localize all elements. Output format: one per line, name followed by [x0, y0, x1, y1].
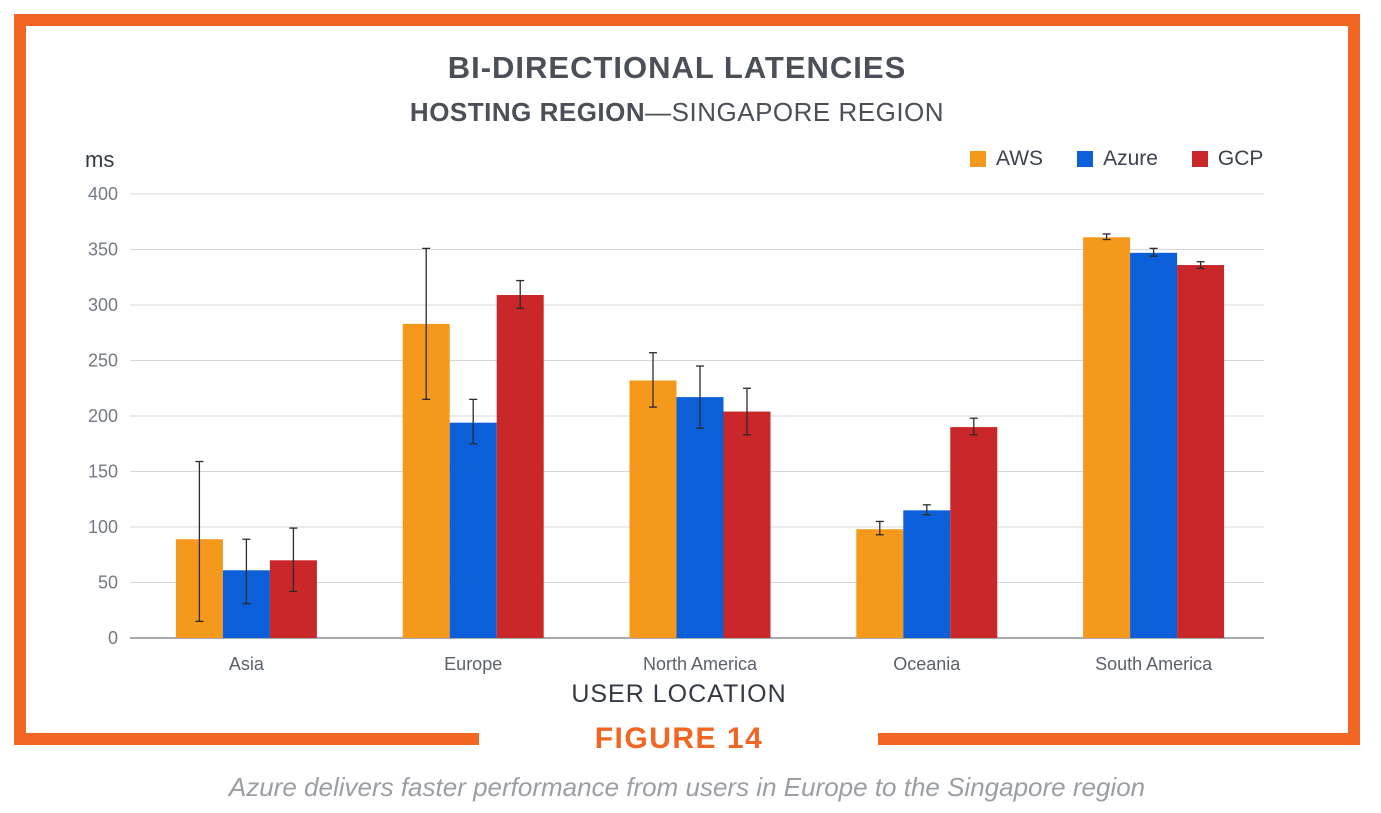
- bar-gcp: [950, 427, 998, 638]
- error-bars: [195, 233, 1205, 622]
- legend-item-aws: AWS: [970, 147, 1043, 171]
- legend-label-azure: Azure: [1103, 147, 1158, 170]
- frame-right: [1348, 14, 1360, 745]
- frame-left: [14, 14, 26, 745]
- error-bar-gcp: [289, 527, 298, 593]
- x-category-label: Oceania: [893, 654, 961, 674]
- bars: [175, 237, 1225, 639]
- figure-label: FIGURE 14: [594, 722, 764, 755]
- y-tick-label: 200: [88, 406, 118, 426]
- y-tick-label: 350: [88, 240, 118, 260]
- x-category-label: Asia: [229, 654, 265, 674]
- error-bar-azure: [1149, 247, 1158, 257]
- error-bar-azure: [469, 398, 478, 445]
- x-category-label: South America: [1095, 654, 1213, 674]
- legend-swatch-azure: [1077, 151, 1094, 167]
- chart-subtitle: HOSTING REGION—SINGAPORE REGION: [0, 97, 1354, 128]
- y-tick-label: 150: [88, 462, 118, 482]
- legend-swatch-aws: [970, 151, 986, 167]
- error-bar-gcp: [1196, 261, 1205, 270]
- x-category-label: North America: [643, 654, 758, 674]
- y-tick-label: 300: [88, 295, 118, 315]
- bar-azure: [903, 510, 951, 638]
- error-bar-azure: [696, 365, 704, 429]
- frame-top: [14, 14, 1360, 26]
- legend-swatch-gcp: [1191, 151, 1208, 167]
- y-axis-unit: ms: [85, 147, 115, 172]
- bar-aws: [856, 529, 904, 638]
- legend-item-gcp: GCP: [1191, 147, 1264, 171]
- y-tick-label: 400: [88, 184, 118, 204]
- bar-azure: [676, 397, 724, 638]
- error-bar-aws: [1102, 233, 1111, 241]
- x-category-label: Europe: [444, 654, 502, 674]
- error-bar-azure: [242, 538, 251, 605]
- bar-gcp: [496, 295, 544, 638]
- bar-aws: [1083, 237, 1131, 639]
- error-bar-gcp: [743, 387, 751, 436]
- subtitle-rest: —SINGAPORE REGION: [645, 97, 945, 127]
- x-axis-label: USER LOCATION: [571, 680, 787, 708]
- bar-gcp: [1177, 265, 1225, 638]
- legend: AWS Azure GCP: [970, 147, 1263, 171]
- error-bar-gcp: [969, 417, 978, 436]
- legend-label-aws: AWS: [996, 147, 1044, 170]
- error-bar-gcp: [516, 279, 525, 309]
- bar-azure: [1130, 252, 1178, 638]
- y-tick-label: 100: [88, 517, 118, 537]
- error-bar-aws: [195, 460, 204, 622]
- error-bar-aws: [422, 247, 431, 401]
- bar-aws: [629, 380, 677, 638]
- error-bar-azure: [922, 504, 931, 516]
- subtitle-bold: HOSTING REGION: [409, 97, 646, 127]
- x-axis-categories: Asia Europe North America Oceania South Amer…: [229, 654, 1213, 674]
- y-tick-label: 50: [98, 573, 118, 593]
- y-tick-label: 0: [108, 628, 118, 648]
- figure-caption: Azure delivers faster performance from u…: [228, 772, 1146, 802]
- bar-azure: [449, 422, 497, 638]
- y-axis-ticks: 0 50 100 150 200 250 300 350 400: [88, 184, 118, 648]
- frame-bottom-left: [14, 733, 479, 745]
- y-tick-label: 250: [88, 351, 118, 371]
- error-bar-aws: [875, 520, 884, 536]
- error-bar-aws: [649, 352, 657, 408]
- frame-bottom-right: [878, 733, 1360, 745]
- legend-label-gcp: GCP: [1217, 147, 1264, 170]
- chart-title: BI-DIRECTIONAL LATENCIES: [447, 50, 907, 85]
- legend-item-azure: Azure: [1077, 147, 1158, 171]
- bar-gcp: [723, 411, 771, 638]
